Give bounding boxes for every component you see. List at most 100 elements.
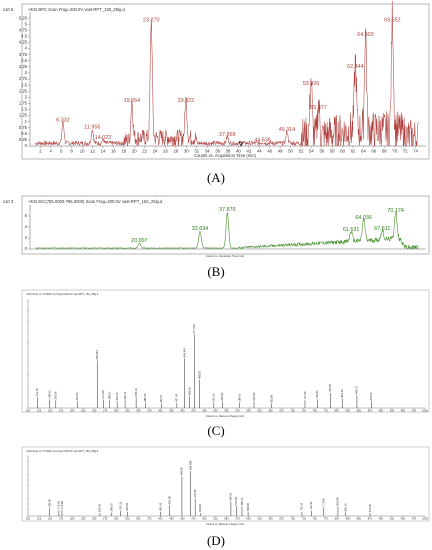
- x-tick-label: 250: [92, 409, 97, 413]
- x-tick-label: 875: [368, 409, 373, 413]
- y-tick-label: 1.25: [19, 113, 28, 118]
- spectrum-peak-label: 540.62: [220, 392, 224, 400]
- x-tick-label: 850: [357, 409, 362, 413]
- y-tick-label: 0.25: [19, 137, 28, 142]
- y-tick-label: 4.25: [19, 40, 28, 45]
- peak-label: 32.634: [192, 226, 209, 232]
- x-tick-label: 375: [147, 409, 152, 413]
- x-tick-label: 500: [202, 517, 207, 521]
- panel-label-a: (A): [207, 170, 225, 185]
- peak-label: 61.631: [343, 227, 360, 233]
- panel-label-c: (C): [207, 423, 224, 438]
- spectrum-peak-label: 802.66: [336, 497, 340, 505]
- y-tick-label: 3: [25, 70, 28, 75]
- spectrum-peak-label: 437.43: [175, 393, 179, 401]
- peak-label: 69.552: [384, 17, 401, 23]
- spectrum-peak-label: 652.60: [270, 394, 274, 402]
- x-tick-label: 72: [403, 149, 408, 154]
- peak-label: 27.193: [163, 137, 180, 143]
- y-tick-label: 4.75: [19, 27, 28, 32]
- x-tick-label: 2: [39, 149, 42, 154]
- spectrum-peak-label: 402.37: [159, 394, 163, 402]
- x-tick-label: 625: [257, 517, 262, 521]
- chart-a-frame: [21, 3, 430, 160]
- x-tick-label: 20: [132, 149, 137, 154]
- peak-label: 23.270: [143, 17, 160, 23]
- peak-label: 37.868: [219, 132, 236, 138]
- y-tick-label: 1.5: [21, 107, 27, 112]
- y-tick-label: 2.5: [21, 82, 27, 87]
- x-tick-label: 675: [279, 517, 284, 521]
- x-tick-label: 60: [340, 149, 345, 154]
- x-tick-label: 325: [125, 517, 130, 521]
- y-tick-label: 4: [25, 46, 28, 51]
- x-tick-label: 30: [184, 149, 189, 154]
- spectrum-peak-label: 212.09: [75, 392, 79, 400]
- x-tick-label: 775: [324, 517, 329, 521]
- x-tick-label: 425: [169, 517, 174, 521]
- spectrum-peak-label: 598.90: [246, 502, 250, 510]
- spectrum-peak-label: 878.20: [369, 392, 373, 400]
- peak-label: 20.997: [131, 238, 148, 244]
- x-tick-label: 4: [50, 149, 53, 154]
- x-tick-label: 22: [142, 149, 147, 154]
- spectrum-peak-label: 742.30: [309, 501, 313, 509]
- y-tick-label: 0: [25, 246, 28, 251]
- y-tick-label: 4: [25, 224, 28, 229]
- y-tick-label: 3.75: [19, 52, 28, 57]
- y-tick-label: 3.25: [19, 64, 28, 69]
- x-tick-label: 350: [136, 409, 141, 413]
- x-tick-label: 725: [302, 409, 307, 413]
- spectrum-peak-label: 302.14: [115, 392, 119, 400]
- chart-a: x10 5 +ESI BPC Scan Frag=200.0V vast-RPT…: [3, 0, 430, 160]
- x-tick-label: 900: [379, 517, 384, 521]
- spectrum-peak-label: 454.991: [182, 347, 186, 357]
- x-tick-label: 600: [246, 409, 251, 413]
- x-tick-label: 600: [246, 517, 251, 521]
- spectrum-peak-label: 320.11: [123, 391, 127, 399]
- x-tick-label: 875: [368, 517, 373, 521]
- x-tick-label: 625: [257, 409, 262, 413]
- spectrum-peak-label: 448.96: [180, 467, 184, 475]
- y-tick-label: 2.25: [19, 88, 28, 93]
- x-tick-label: 350: [136, 517, 141, 521]
- spectrum-peak-label: 820.10: [343, 503, 347, 511]
- x-tick-label: 525: [213, 517, 218, 521]
- x-tick-label: 750: [313, 517, 318, 521]
- x-tick-label: 400: [158, 409, 163, 413]
- peak-label: 37.876: [219, 207, 236, 213]
- y-tick-label: 3.5: [21, 58, 27, 63]
- chart-d-title: +ESI Scan (rt: 37.829 min) Frag=200.0V v…: [26, 449, 99, 453]
- spectrum-peak-label: 560.01: [229, 492, 233, 500]
- x-tick-label: 58: [330, 149, 335, 154]
- x-tick-label: 650: [268, 409, 273, 413]
- x-tick-label: 825: [346, 517, 351, 521]
- spectrum-peak-label: 727.90: [303, 391, 307, 399]
- x-tick-label: 375: [147, 517, 152, 521]
- x-tick-label: 16: [111, 149, 116, 154]
- chart-a-xlabel: Counts vs. Acquisition Time (min): [194, 153, 257, 158]
- x-tick-label: 48: [278, 149, 283, 154]
- y-tick-label: 2: [25, 235, 28, 240]
- x-tick-label: 44: [257, 149, 262, 154]
- x-tick-label: 100: [26, 409, 31, 413]
- chart-c-frame: [21, 289, 430, 413]
- spectrum-peak-label: 163.04: [54, 391, 58, 399]
- spectrum-peak-label: 345.14: [134, 388, 138, 396]
- spectrum-peak-label: 121.05: [35, 388, 39, 396]
- x-tick-label: 275: [103, 409, 108, 413]
- x-tick-label: 725: [302, 517, 307, 521]
- x-tick-label: 125: [37, 517, 42, 521]
- x-tick-label: 50: [288, 149, 293, 154]
- spectrum-peak-label: 521.30: [212, 393, 216, 401]
- chart-b-trace: [35, 211, 419, 250]
- x-tick-label: 300: [114, 409, 119, 413]
- spectrum-peak-label: 490.40: [198, 504, 202, 512]
- spectrum-peak-label: 270.98: [101, 390, 105, 398]
- x-tick-label: 68: [382, 149, 387, 154]
- x-tick-label: 46: [267, 149, 272, 154]
- x-tick-label: 26: [163, 149, 168, 154]
- x-tick-label: 650: [268, 517, 273, 521]
- x-tick-label: 150: [48, 409, 53, 413]
- x-tick-label: 6: [60, 149, 63, 154]
